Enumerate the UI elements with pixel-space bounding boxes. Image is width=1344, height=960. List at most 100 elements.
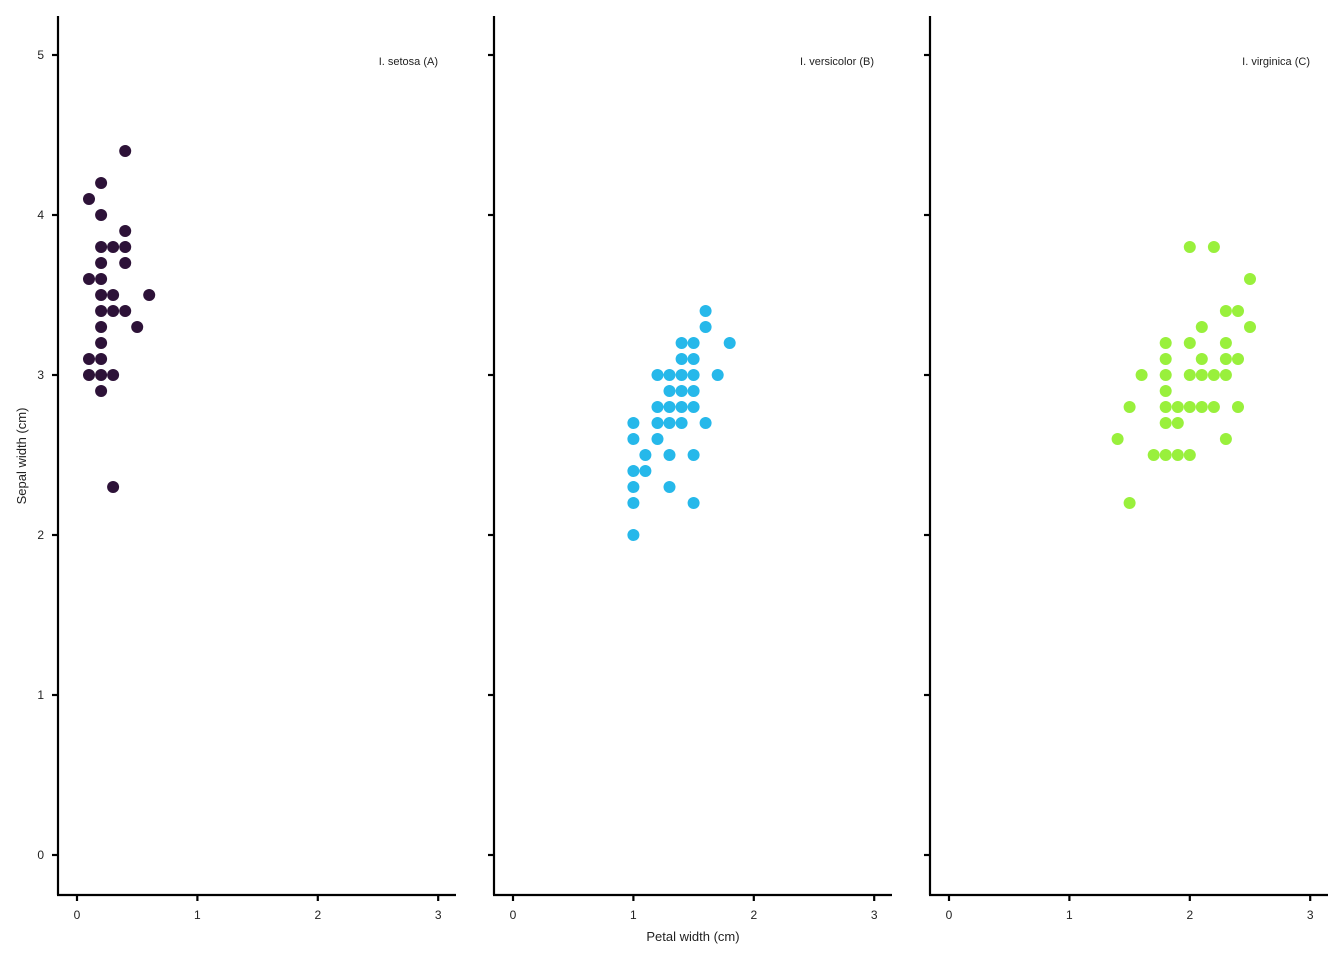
data-point bbox=[723, 337, 736, 349]
x-tick-label: 0 bbox=[946, 908, 953, 922]
data-point bbox=[711, 369, 724, 381]
data-point bbox=[1195, 353, 1208, 365]
data-point bbox=[1195, 369, 1208, 381]
data-point bbox=[1183, 337, 1196, 349]
data-point bbox=[1232, 353, 1244, 365]
data-point bbox=[1159, 449, 1172, 461]
data-point bbox=[1244, 273, 1256, 285]
panels-layer: 0 1 2 3 4 5 0 1 2 3 I. setosa (A) 0 1 2 3 I. versicolor… bbox=[37, 16, 1328, 922]
data-point bbox=[83, 353, 95, 365]
data-point bbox=[1159, 369, 1172, 381]
data-point bbox=[675, 417, 688, 429]
data-point bbox=[119, 257, 132, 269]
x-tick-label: 3 bbox=[871, 908, 878, 922]
data-point bbox=[1195, 321, 1208, 333]
data-point bbox=[107, 481, 120, 493]
data-point bbox=[627, 529, 640, 541]
data-point bbox=[95, 177, 108, 189]
data-point bbox=[1123, 497, 1136, 509]
y-tick-label: 3 bbox=[37, 368, 44, 382]
data-point bbox=[1219, 305, 1232, 317]
data-point bbox=[627, 497, 640, 509]
data-point bbox=[1244, 321, 1256, 333]
data-point bbox=[1159, 337, 1172, 349]
data-point bbox=[627, 433, 640, 445]
x-tick-label: 3 bbox=[1307, 908, 1314, 922]
panel-label: I. versicolor (B) bbox=[800, 56, 874, 68]
data-point bbox=[131, 321, 144, 333]
data-point bbox=[107, 369, 120, 381]
data-point bbox=[1171, 401, 1184, 413]
data-point bbox=[1219, 337, 1232, 349]
data-point bbox=[1171, 417, 1184, 429]
panel-label: I. setosa (A) bbox=[379, 56, 438, 68]
data-point bbox=[1159, 385, 1172, 397]
data-point bbox=[1183, 449, 1196, 461]
data-point bbox=[675, 401, 688, 413]
data-point bbox=[663, 449, 676, 461]
data-point bbox=[1219, 353, 1232, 365]
data-point bbox=[1219, 369, 1232, 381]
data-point bbox=[627, 417, 640, 429]
x-tick-label: 1 bbox=[194, 908, 201, 922]
data-point bbox=[687, 369, 700, 381]
data-point bbox=[687, 353, 700, 365]
data-point bbox=[107, 305, 120, 317]
data-point bbox=[627, 465, 640, 477]
data-point bbox=[699, 417, 712, 429]
data-point bbox=[1111, 433, 1124, 445]
panel-3: 0 1 2 3 I. virginica (C) bbox=[924, 16, 1328, 922]
data-point bbox=[83, 193, 95, 205]
data-point bbox=[675, 369, 688, 381]
data-point bbox=[1219, 433, 1232, 445]
data-point bbox=[119, 145, 132, 157]
data-point bbox=[687, 497, 700, 509]
data-point bbox=[1207, 241, 1220, 253]
data-point bbox=[95, 353, 108, 365]
data-point bbox=[675, 353, 688, 365]
data-point bbox=[95, 369, 108, 381]
data-point bbox=[651, 433, 664, 445]
data-point bbox=[1195, 401, 1208, 413]
data-point bbox=[83, 369, 95, 381]
data-point bbox=[699, 305, 712, 317]
data-point bbox=[95, 209, 108, 221]
y-tick-label: 2 bbox=[37, 528, 44, 542]
data-point bbox=[675, 337, 688, 349]
y-axis-title: Sepal width (cm) bbox=[14, 408, 29, 505]
data-point bbox=[1147, 449, 1160, 461]
data-point bbox=[639, 449, 652, 461]
data-point bbox=[1183, 401, 1196, 413]
data-point bbox=[651, 417, 664, 429]
data-point bbox=[1183, 241, 1196, 253]
panel-1: 0 1 2 3 4 5 0 1 2 3 I. setosa (A) bbox=[37, 16, 456, 922]
data-point bbox=[119, 225, 132, 237]
data-point bbox=[1159, 417, 1172, 429]
data-point bbox=[1159, 401, 1172, 413]
y-tick-label: 0 bbox=[37, 848, 44, 862]
y-tick-label: 1 bbox=[37, 688, 44, 702]
data-point bbox=[95, 273, 108, 285]
data-point bbox=[663, 385, 676, 397]
data-point bbox=[651, 369, 664, 381]
data-point bbox=[1232, 305, 1244, 317]
data-point bbox=[687, 385, 700, 397]
data-point bbox=[95, 321, 108, 333]
x-axis-title: Petal width (cm) bbox=[646, 929, 739, 944]
x-tick-label: 2 bbox=[1186, 908, 1193, 922]
data-point bbox=[1207, 369, 1220, 381]
data-point bbox=[663, 369, 676, 381]
data-point bbox=[687, 337, 700, 349]
y-tick-label: 4 bbox=[37, 208, 44, 222]
x-tick-label: 2 bbox=[750, 908, 757, 922]
data-point bbox=[95, 385, 108, 397]
x-tick-label: 2 bbox=[314, 908, 321, 922]
data-point bbox=[143, 289, 156, 301]
data-point bbox=[1171, 449, 1184, 461]
data-point bbox=[1207, 401, 1220, 413]
data-point bbox=[95, 337, 108, 349]
data-point bbox=[687, 449, 700, 461]
panel-2: 0 1 2 3 I. versicolor (B) bbox=[488, 16, 892, 922]
data-point bbox=[83, 273, 95, 285]
